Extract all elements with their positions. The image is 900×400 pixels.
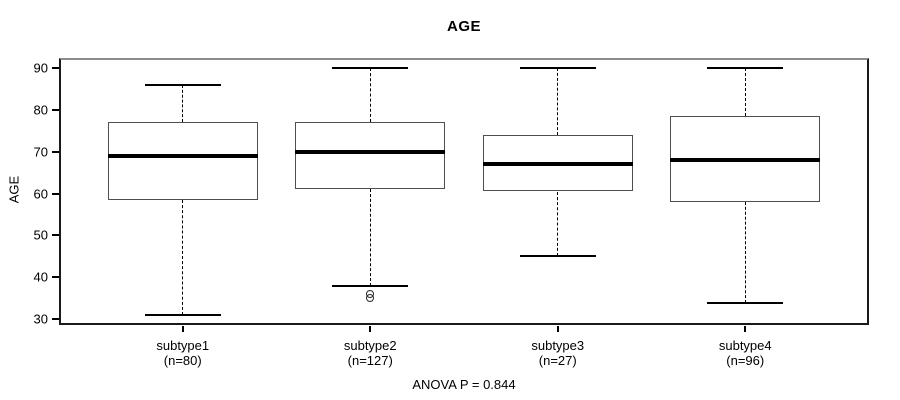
group-name: subtype1 — [156, 338, 210, 353]
y-tick-mark — [52, 192, 59, 195]
lower-whisker-cap — [707, 301, 784, 304]
upper-whisker-line — [369, 67, 371, 123]
y-tick-label: 60 — [33, 186, 48, 202]
iqr-box — [295, 122, 446, 190]
outlier-point — [366, 294, 375, 303]
group-n: (n=96) — [726, 353, 765, 368]
group-name: subtype3 — [531, 338, 585, 353]
x-tick-mark — [369, 326, 372, 332]
x-group-label: subtype2 (n=127) — [300, 338, 440, 368]
upper-whisker-line — [557, 67, 559, 135]
median-line — [295, 149, 446, 154]
y-tick-label: 90 — [33, 60, 48, 76]
upper-whisker-line — [182, 84, 184, 123]
group-name: subtype4 — [718, 338, 772, 353]
lower-whisker-line — [557, 191, 559, 257]
group-n: (n=127) — [347, 353, 393, 368]
y-tick-label: 50 — [33, 227, 48, 243]
lower-whisker-cap — [144, 314, 221, 317]
upper-whisker-cap — [144, 83, 221, 86]
group-n: (n=80) — [163, 353, 202, 368]
x-group-label: subtype1 (n=80) — [113, 338, 253, 368]
lower-whisker-line — [182, 199, 184, 316]
y-tick-label: 40 — [33, 269, 48, 285]
y-tick-mark — [52, 150, 59, 153]
upper-whisker-cap — [332, 66, 409, 69]
median-line — [107, 153, 258, 158]
y-tick-label: 80 — [33, 102, 48, 118]
lower-whisker-cap — [332, 284, 409, 287]
y-tick-mark — [52, 318, 59, 321]
x-group-label: subtype3 (n=27) — [488, 338, 628, 368]
x-tick-mark — [744, 326, 747, 332]
chart-title: AGE — [446, 18, 481, 35]
anova-p-text: ANOVA P = 0.844 — [412, 377, 516, 392]
y-tick-mark — [52, 276, 59, 279]
y-tick-label: 70 — [33, 144, 48, 160]
lower-whisker-line — [744, 201, 746, 303]
lower-whisker-line — [369, 189, 371, 286]
median-line — [482, 162, 633, 167]
upper-whisker-line — [744, 67, 746, 117]
iqr-box — [107, 122, 258, 200]
x-tick-mark — [181, 326, 184, 332]
median-line — [670, 158, 821, 163]
x-tick-mark — [556, 326, 559, 332]
x-group-label: subtype4 (n=96) — [675, 338, 815, 368]
group-n: (n=27) — [538, 353, 577, 368]
y-tick-label: 30 — [33, 311, 48, 327]
y-tick-mark — [52, 108, 59, 111]
upper-whisker-cap — [519, 66, 596, 69]
upper-whisker-cap — [707, 66, 784, 69]
y-tick-mark — [52, 234, 59, 237]
lower-whisker-cap — [519, 255, 596, 258]
y-tick-mark — [52, 66, 59, 69]
group-name: subtype2 — [343, 338, 397, 353]
